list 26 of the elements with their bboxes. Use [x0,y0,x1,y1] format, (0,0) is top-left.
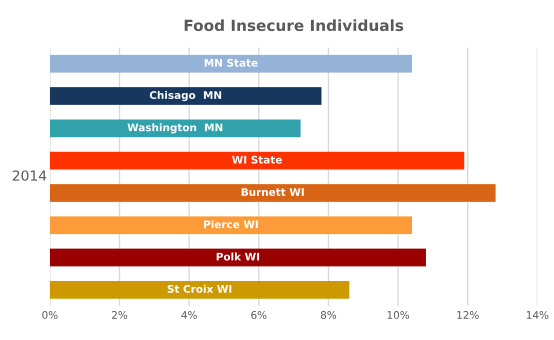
bar [50,119,301,138]
x-tick-label: 10% [388,311,410,319]
x-tick-label: 4% [181,311,197,319]
x-tick-label: 2% [112,311,128,319]
bar [50,54,412,73]
y-tick-label: Chisago MN [150,90,222,102]
bar [50,216,412,234]
y-tick-label: MN State [204,58,258,67]
bar [50,248,426,266]
chart-title: Food Insecure Individuals [184,19,404,32]
bar [50,184,496,202]
x-tick-label: 14% [526,311,548,319]
x-tick-label: 8% [320,311,336,319]
x-tick-label: 6% [251,311,266,319]
y-axis-title: 2014 [12,170,46,181]
bar [50,280,350,299]
y-tick-label: WI State [232,156,282,164]
y-tick-label: St Croix WI [168,284,232,293]
x-tick-label: 12% [457,311,479,319]
bar [50,87,322,105]
x-tick-label: 0% [42,311,58,319]
y-tick-label: Washington MN [127,123,222,134]
y-tick-label: Burnett WI [242,188,304,196]
bar [50,152,464,170]
y-tick-label: Pierce WI [204,220,258,228]
y-tick-label: Polk WI [216,252,260,261]
